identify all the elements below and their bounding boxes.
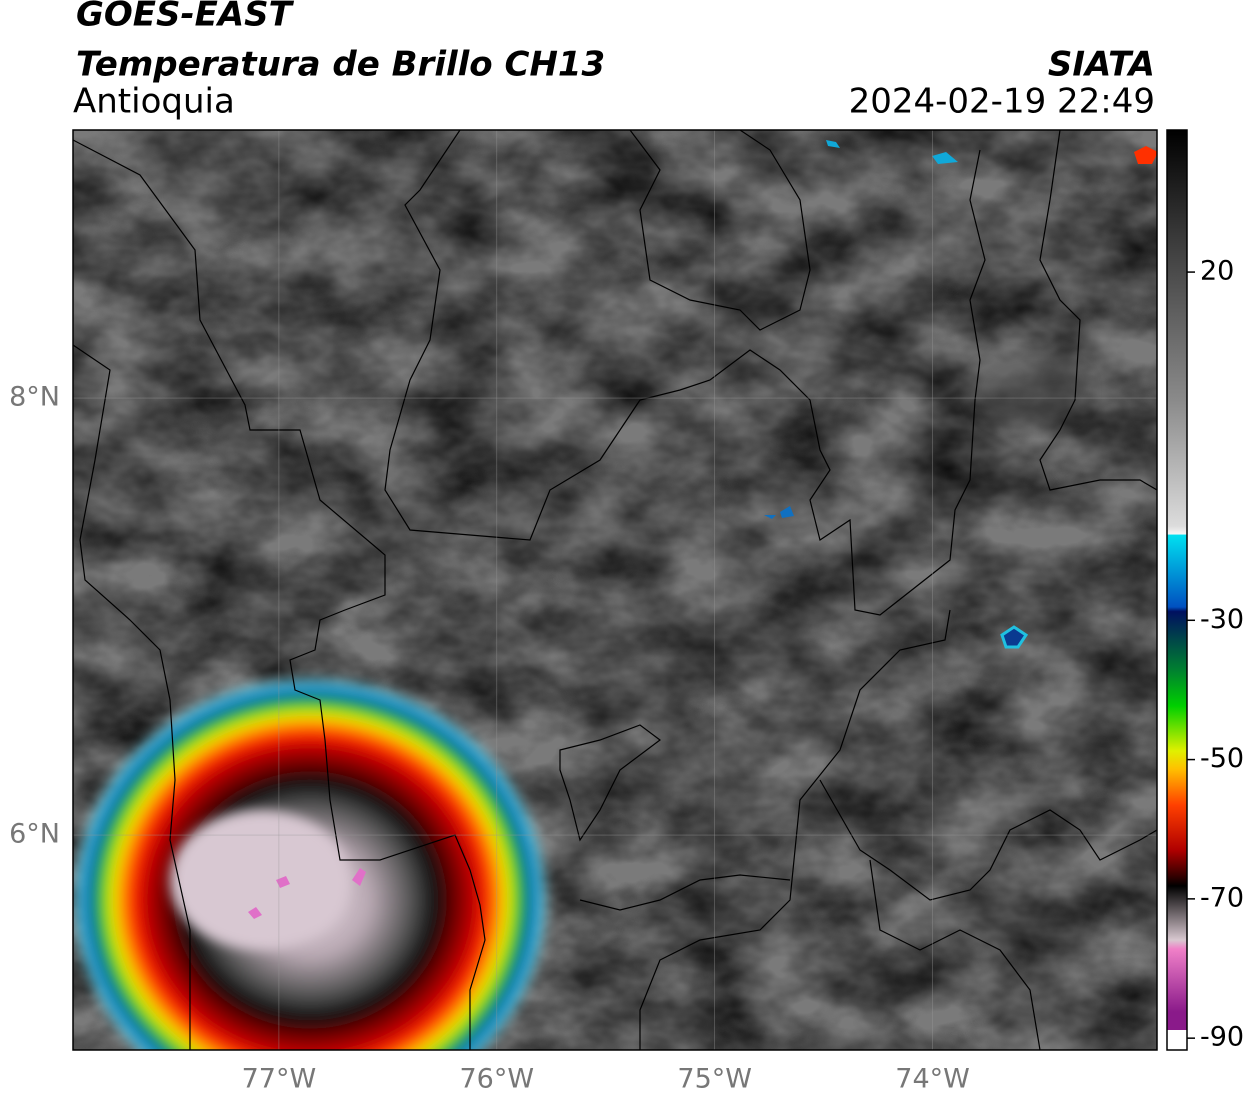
colorbar-tick-label: 20 [1200,256,1234,287]
graticule [73,130,1157,1050]
colorbar-tick-label: -90 [1200,1022,1244,1053]
lon-tick-label: 77°W [242,1064,317,1095]
colorbar [1167,130,1187,1030]
lon-tick-label: 75°W [677,1064,752,1095]
colorbar-tick-label: -70 [1200,882,1244,913]
lat-tick-label: 8°N [9,382,60,413]
satellite: GOES-EAST [76,0,295,35]
imagery [73,130,1157,1050]
lon-tick-label: 76°W [460,1064,535,1095]
colorbar-frame [1166,129,1188,1051]
colorbar-extension [1167,1030,1187,1050]
map-frame [72,129,1158,1051]
region: Antioquia [73,82,235,122]
colorbar-tick-label: -50 [1200,743,1244,774]
agency: SIATA [1048,45,1155,85]
colorbar-tick-label: -30 [1200,604,1244,635]
lat-tick-label: 6°N [9,819,60,850]
datetime: 2024-02-19 22:49 [849,82,1155,122]
product: Temperatura de Brillo CH13 [76,45,605,85]
lon-tick-label: 74°W [895,1064,970,1095]
borders [73,130,1157,1050]
